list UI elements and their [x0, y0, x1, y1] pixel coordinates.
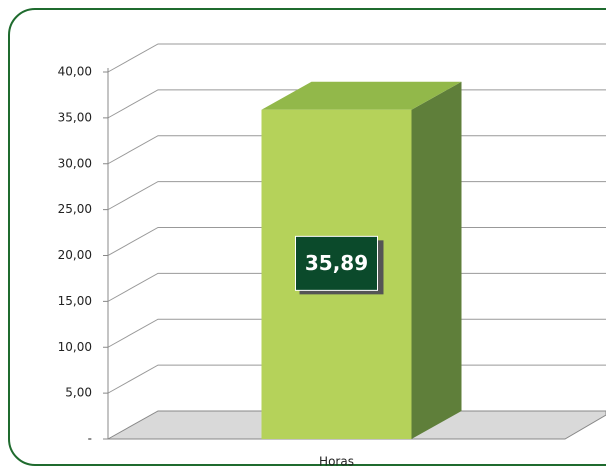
y-tick-label: 5,00 — [65, 386, 92, 400]
value-label-box — [295, 235, 378, 291]
bar-side — [411, 81, 462, 439]
y-tick-label: 10,00 — [58, 340, 92, 354]
y-tick-label: 25,00 — [58, 202, 92, 216]
y-tick-label: 30,00 — [58, 156, 92, 170]
grid-line — [107, 43, 606, 73]
y-tick-label: - — [88, 432, 92, 446]
value-label: 35,89 — [305, 251, 368, 275]
y-tick-label: 35,00 — [58, 110, 92, 124]
y-tick-label: 40,00 — [58, 65, 92, 79]
x-tick-label: Horas — [319, 455, 354, 469]
y-tick-label: 20,00 — [58, 248, 92, 262]
y-tick-label: 15,00 — [58, 294, 92, 308]
bar-top — [261, 81, 462, 110]
